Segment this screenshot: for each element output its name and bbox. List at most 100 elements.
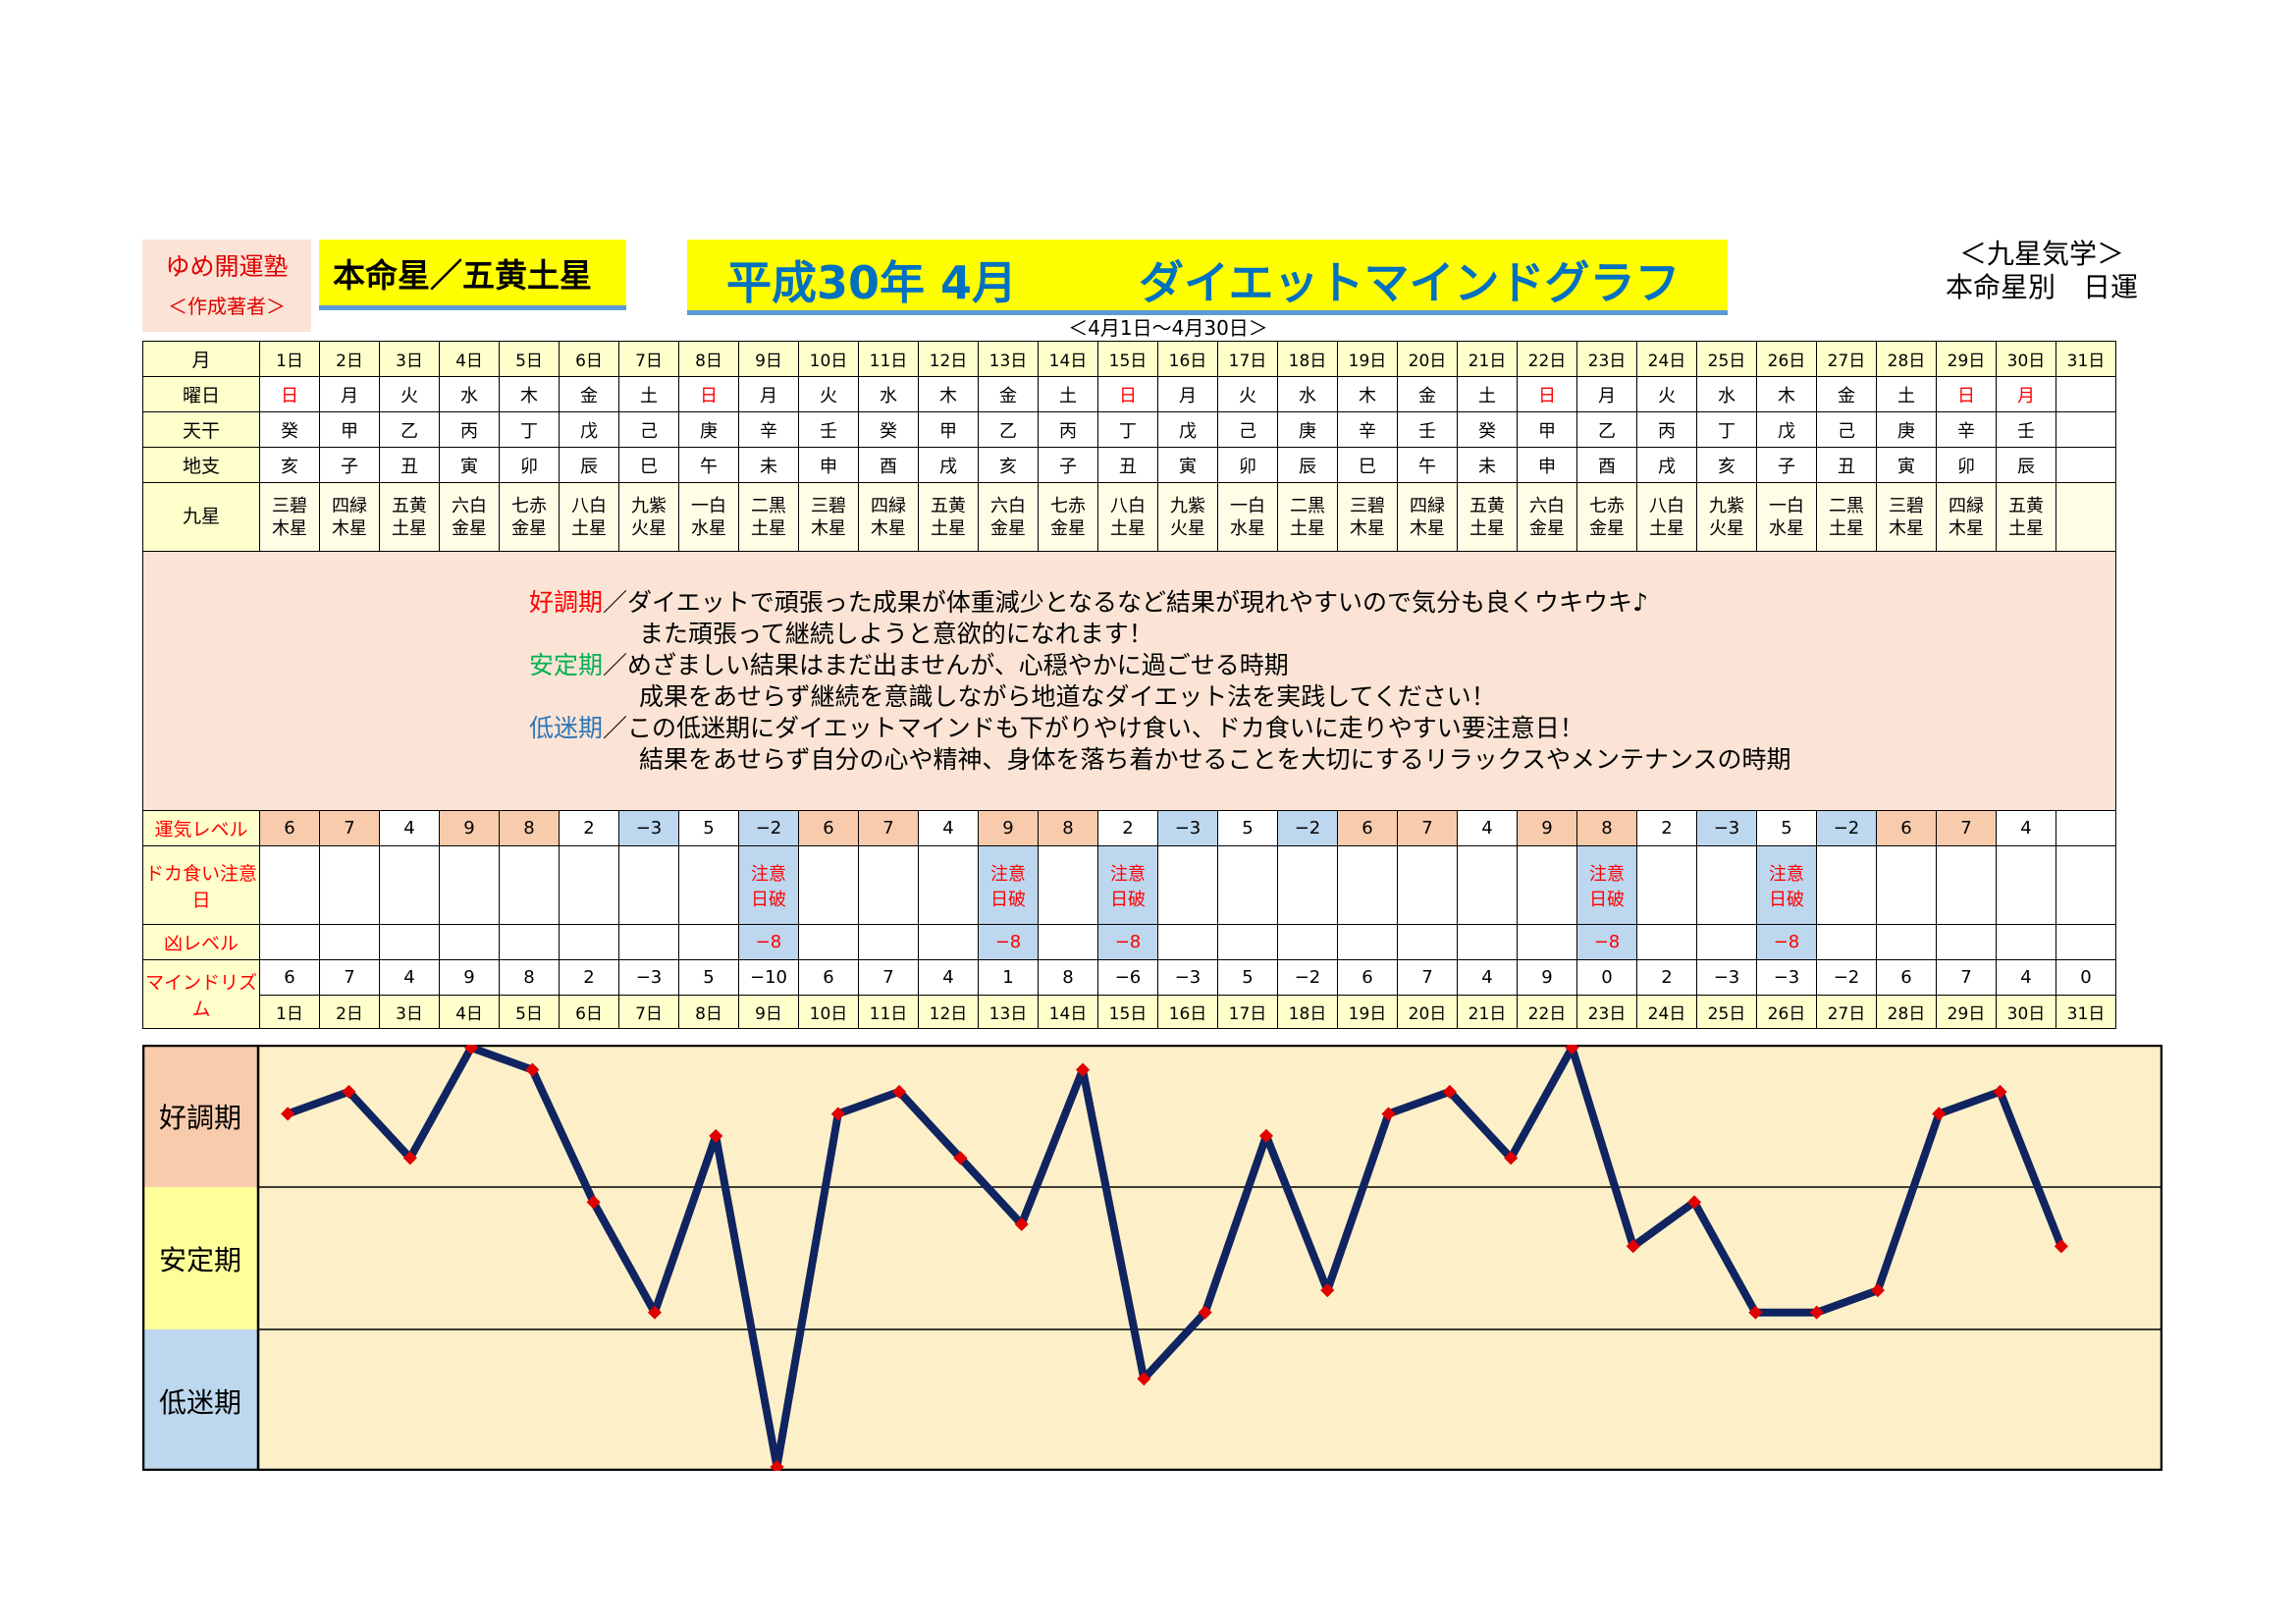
tenkan-cell: 己 (1217, 411, 1278, 448)
row-label-luck: 運気レベル (142, 810, 260, 846)
tenkan-cell: 甲 (319, 411, 380, 448)
chishi-cell: 戌 (1636, 447, 1697, 483)
binge-cell (1157, 845, 1218, 925)
weekday-cell: 火 (1217, 376, 1278, 412)
luck-cell: 7 (319, 810, 380, 846)
day-cell: 13日 (978, 341, 1039, 377)
binge-cell (319, 845, 380, 925)
kyusei-cell: 一白 水星 (678, 482, 739, 552)
kyusei-top: 二黒 (751, 495, 786, 516)
kyusei-top: 四緑 (871, 495, 906, 516)
luck-cell (2056, 810, 2116, 846)
bad-cell (1157, 924, 1218, 960)
kyusei-cell: 九紫 火星 (1157, 482, 1218, 552)
bad-cell (559, 924, 619, 960)
luck-cell: 4 (1457, 810, 1518, 846)
kyusei-cell: 七赤 金星 (1576, 482, 1637, 552)
binge-warn: 注意 (990, 863, 1026, 885)
row-label-mind: マインドリズム (142, 959, 260, 1029)
day-cell-bottom: 2日 (319, 995, 380, 1029)
binge-cell (499, 845, 560, 925)
kyusei-cell: 五黄 土星 (918, 482, 979, 552)
binge-cell (798, 845, 859, 925)
chishi-cell: 丑 (379, 447, 440, 483)
kyusei-cell (2056, 482, 2116, 552)
day-cell-bottom: 22日 (1517, 995, 1577, 1029)
kyusei-cell: 七赤 金星 (1038, 482, 1098, 552)
binge-cell (1996, 845, 2056, 925)
description-line: 成果をあせらず継続を意識しながら地道なダイエット法を実践してください！ (529, 681, 2115, 713)
mind-cell: 7 (1397, 959, 1458, 996)
bad-cell (1696, 924, 1757, 960)
luck-cell: 4 (1996, 810, 2056, 846)
binge-cell (1217, 845, 1278, 925)
description-line: 低迷期／この低迷期にダイエットマインドも下がりやけ食い、ドカ食いに走りやすい要注… (529, 713, 2115, 744)
chishi-cell: 亥 (259, 447, 320, 483)
luck-cell: 9 (978, 810, 1039, 846)
tenkan-cell: 癸 (1457, 411, 1518, 448)
description-line: 好調期／ダイエットで頑張った成果が体重減少となるなど結果が現れやすいので気分も良… (529, 587, 2115, 619)
binge-cell (678, 845, 739, 925)
chishi-cell: 午 (678, 447, 739, 483)
bad-cell (1636, 924, 1697, 960)
kyusei-cell: 八白 土星 (1097, 482, 1158, 552)
mind-chart: 好調期 安定期 低迷期 (141, 1040, 2163, 1475)
chishi-cell: 申 (798, 447, 859, 483)
chishi-cell: 亥 (978, 447, 1039, 483)
bad-cell (678, 924, 739, 960)
kyusei-top: 五黄 (1469, 495, 1505, 516)
kyusei-bottom: 火星 (1170, 517, 1205, 539)
kyusei-cell: 二黒 土星 (1277, 482, 1338, 552)
weekday-cell: 土 (1457, 376, 1518, 412)
bad-cell: −8 (978, 924, 1039, 960)
chishi-cell: 未 (1457, 447, 1518, 483)
kyusei-cell: 五黄 土星 (379, 482, 440, 552)
band-label-good: 好調期 (142, 1045, 258, 1187)
kyusei-bottom: 土星 (1290, 517, 1325, 539)
mind-cell: −10 (738, 959, 799, 996)
kyusei-bottom: 水星 (1230, 517, 1265, 539)
luck-cell: 7 (1936, 810, 1997, 846)
school-badge: ゆめ開運塾 ＜作成著者＞ (142, 240, 311, 332)
day-cell: 28日 (1876, 341, 1937, 377)
binge-cell (379, 845, 440, 925)
luck-cell: 8 (1038, 810, 1098, 846)
kyusei-bottom: 金星 (1050, 517, 1086, 539)
luck-cell: 6 (798, 810, 859, 846)
weekday-cell (2056, 376, 2116, 412)
chishi-cell: 辰 (1996, 447, 2056, 483)
mind-cell: 4 (918, 959, 979, 996)
chishi-cell: 辰 (559, 447, 619, 483)
day-cell-bottom: 5日 (499, 995, 560, 1029)
bad-cell: −8 (1756, 924, 1817, 960)
kyusei-cell: 五黄 土星 (1996, 482, 2056, 552)
kyusei-top: 三碧 (811, 495, 846, 516)
day-cell-bottom: 6日 (559, 995, 619, 1029)
luck-cell: 6 (1337, 810, 1398, 846)
weekday-cell: 月 (1576, 376, 1637, 412)
day-cell-bottom: 29日 (1936, 995, 1997, 1029)
day-cell-bottom: 12日 (918, 995, 979, 1029)
date-range: ＜4月1日～4月30日＞ (1068, 316, 1268, 340)
binge-warn: 注意 (1110, 863, 1146, 885)
binge-cell (1517, 845, 1577, 925)
chishi-cell: 午 (1397, 447, 1458, 483)
tenkan-cell: 丁 (499, 411, 560, 448)
mind-cell: −2 (1816, 959, 1877, 996)
binge-nippa: 日破 (990, 889, 1026, 910)
luck-cell: 2 (559, 810, 619, 846)
mind-cell: 8 (499, 959, 560, 996)
weekday-cell: 月 (738, 376, 799, 412)
luck-cell: 6 (259, 810, 320, 846)
series-line (286, 1044, 2065, 1471)
day-cell: 1日 (259, 341, 320, 377)
kyusei-cell: 四緑 木星 (319, 482, 380, 552)
chart-border (141, 1044, 2163, 1472)
chishi-cell: 亥 (1696, 447, 1757, 483)
kyusei-bottom: 土星 (1110, 517, 1146, 539)
binge-cell (1816, 845, 1877, 925)
kyusei-top: 三碧 (272, 495, 307, 516)
description-line: また頑張って継続しようと意欲的になれます！ (529, 619, 2115, 650)
row-label-kyusei: 九星 (142, 482, 260, 552)
mind-cell: 7 (319, 959, 380, 996)
